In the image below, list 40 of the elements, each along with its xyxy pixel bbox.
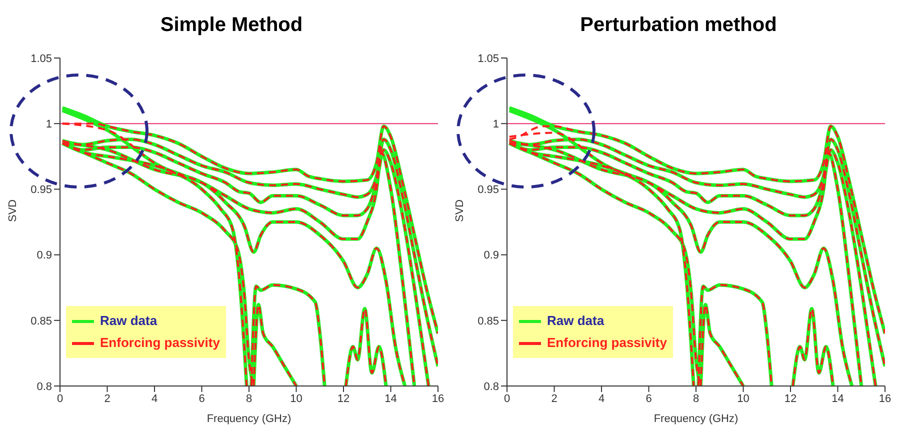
chart-title: Perturbation method (579, 13, 778, 38)
x-tick-label: 8 (246, 392, 252, 405)
x-axis-title: Frequency (GHz) (654, 413, 738, 425)
x-tick-label: 4 (598, 392, 605, 405)
x-tick-label: 12 (784, 392, 797, 405)
legend-label: Enforcing passivity (100, 334, 220, 352)
legend-label: Raw data (100, 312, 158, 330)
x-tick-label: 2 (104, 392, 110, 405)
y-tick-label: 1 (492, 118, 499, 131)
y-tick-label: 1 (46, 118, 52, 131)
x-tick-label: 0 (504, 392, 510, 405)
x-tick-label: 16 (878, 392, 892, 405)
y-axis-title: SVD (6, 199, 19, 222)
x-tick-label: 6 (198, 392, 205, 405)
y-tick-label: 0.85 (478, 315, 499, 328)
x-tick-label: 10 (290, 392, 302, 405)
x-axis-title: Frequency (GHz) (206, 413, 292, 425)
y-tick-label: 0.95 (478, 184, 499, 196)
y-tick-label: 1.05 (478, 52, 499, 65)
legend-label: Enforcing passivity (547, 334, 667, 352)
x-tick-label: 14 (384, 392, 397, 405)
y-tick-label: 0.9 (36, 250, 52, 262)
x-tick-label: 6 (646, 392, 652, 405)
x-tick-label: 14 (832, 392, 844, 405)
y-tick-label: 0.8 (484, 380, 499, 393)
y-tick-label: 0.85 (30, 315, 52, 328)
x-tick-label: 16 (432, 392, 444, 405)
y-tick-label: 0.95 (30, 184, 52, 196)
x-tick-label: 8 (692, 392, 700, 405)
x-tick-label: 2 (551, 392, 558, 405)
y-axis-title: SVD (454, 199, 466, 222)
y-tick-label: 1.05 (30, 52, 52, 65)
x-tick-label: 12 (337, 392, 350, 405)
y-tick-label: 0.9 (484, 250, 499, 262)
x-tick-label: 10 (737, 392, 750, 405)
legend-label: Raw data (547, 312, 604, 330)
x-tick-label: 4 (151, 392, 158, 405)
chart-title: Simple Method (159, 13, 304, 38)
x-tick-label: 0 (56, 392, 64, 405)
y-tick-label: 0.8 (36, 380, 52, 393)
